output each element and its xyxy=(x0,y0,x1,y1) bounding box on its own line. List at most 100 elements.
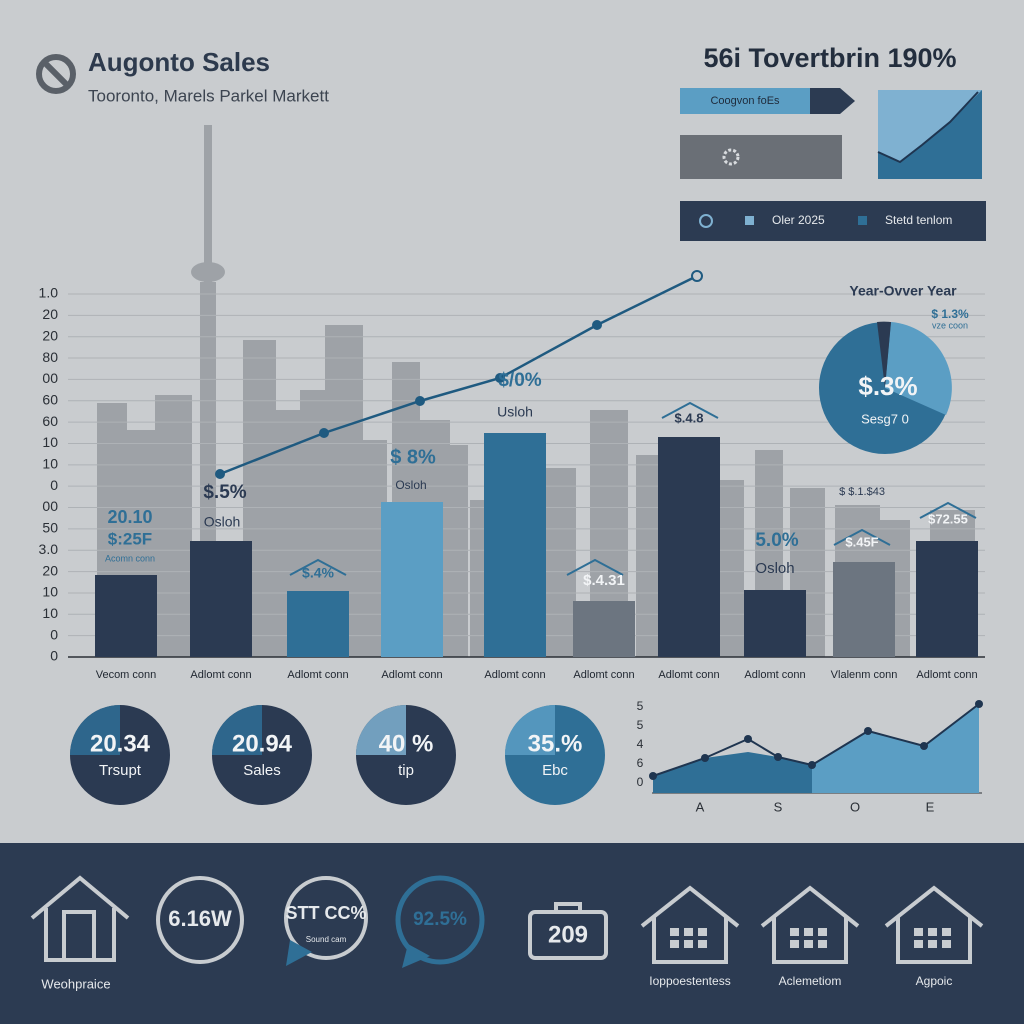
settings-icon xyxy=(722,148,740,166)
bar-annotation: 20.10 xyxy=(107,507,152,527)
area-point xyxy=(920,742,928,750)
footer-label: Weohpraice xyxy=(41,976,110,991)
trend-point xyxy=(691,270,703,282)
x-axis-label: Vlalenm conn xyxy=(831,669,898,681)
building xyxy=(546,468,576,657)
bar xyxy=(190,541,252,657)
area-x-label: S xyxy=(774,799,783,814)
y-axis-label: 0 xyxy=(50,477,58,493)
window xyxy=(914,928,923,936)
bar xyxy=(744,590,806,657)
speech-tail xyxy=(402,944,430,968)
y-axis-label: 10 xyxy=(42,584,58,600)
area-x-label: E xyxy=(926,799,935,814)
y-axis-label: 20 xyxy=(42,562,58,578)
kpi-slice xyxy=(212,705,262,755)
mini-chart-line xyxy=(877,91,979,164)
roof-icon xyxy=(661,401,719,419)
window xyxy=(698,928,707,936)
x-axis-label: Adlomt conn xyxy=(573,669,634,681)
y-axis-label: 00 xyxy=(42,370,58,386)
bar xyxy=(916,541,978,657)
trend-point xyxy=(495,373,505,383)
tower-pod xyxy=(191,262,225,282)
area-y-label: 5 xyxy=(637,718,644,732)
badge-value: 6.16W xyxy=(168,906,232,931)
bar xyxy=(95,575,157,657)
undefined: vze coon xyxy=(932,320,968,330)
roof-icon xyxy=(289,558,347,576)
house-icon xyxy=(760,885,860,964)
bar-annotation: $.5% xyxy=(203,482,246,503)
y-axis-label: 0 xyxy=(50,648,58,664)
building xyxy=(720,480,744,657)
footer-label: Agpoic xyxy=(916,974,953,988)
roof-icon xyxy=(919,501,977,519)
footer-band xyxy=(0,843,1024,1024)
window xyxy=(818,940,827,948)
area-y-label: 5 xyxy=(637,699,644,713)
kpi-value: 20.34 xyxy=(90,730,151,757)
bar-annotation: $.45F xyxy=(845,534,878,549)
kpi-slice xyxy=(70,705,120,755)
kpi-label: Sales xyxy=(243,762,281,779)
legend-panel xyxy=(680,201,986,241)
area-y-label: 0 xyxy=(637,775,644,789)
tab-highlight xyxy=(680,88,810,114)
bar-annotation: $ 8% xyxy=(390,446,436,468)
y-axis-label: 20 xyxy=(42,327,58,343)
y-axis-label: 60 xyxy=(42,413,58,429)
house-icon xyxy=(640,885,740,964)
footer-label: Aclemetiom xyxy=(779,974,842,988)
trend-point xyxy=(215,469,225,479)
badge-ring xyxy=(284,876,368,960)
window xyxy=(684,940,693,948)
window xyxy=(818,928,827,936)
house-icon xyxy=(884,885,984,964)
x-axis-label: Vecom conn xyxy=(96,669,157,681)
undefined: Tooronto, Marels Parkel Markett xyxy=(88,86,329,105)
undefined: Augonto Sales xyxy=(88,47,270,77)
bar-annotation: $.4% xyxy=(302,565,334,581)
area-point xyxy=(744,735,752,743)
y-axis-label: 3.0 xyxy=(39,541,59,557)
building xyxy=(636,455,662,657)
x-axis-label: Adlomt conn xyxy=(916,669,977,681)
area-point xyxy=(701,754,709,762)
bar-annotation: $ $.1.$43 xyxy=(839,486,885,498)
badge-value: 92.5% xyxy=(413,909,467,930)
legend-icon xyxy=(699,214,713,228)
trend-line xyxy=(219,274,698,476)
area-line xyxy=(652,703,980,777)
window xyxy=(928,940,937,948)
undefined: 56i Tovertbrin 190% xyxy=(703,43,956,73)
bar xyxy=(287,591,349,657)
undefined: Oler 2025 xyxy=(772,213,825,227)
pie-slice xyxy=(877,321,891,388)
bar-annotation: Osloh xyxy=(755,560,794,577)
undefined: Coogvon foEs xyxy=(710,95,780,107)
area-point xyxy=(975,700,983,708)
bar xyxy=(573,601,635,657)
window xyxy=(942,940,951,948)
trend-point xyxy=(319,428,329,438)
area-y-label: 4 xyxy=(637,737,644,751)
area-point xyxy=(864,727,872,735)
kpi-value: 20.94 xyxy=(232,730,293,757)
bar-annotation: 5.0% xyxy=(755,530,798,551)
bar-annotation: Acomn conn xyxy=(105,553,155,563)
window xyxy=(804,940,813,948)
bar xyxy=(833,562,895,657)
badge-value: 209 xyxy=(548,921,588,948)
building xyxy=(440,445,468,657)
window xyxy=(790,940,799,948)
building xyxy=(155,395,192,657)
bar xyxy=(658,437,720,657)
y-axis-label: 50 xyxy=(42,520,58,536)
bar-annotation: Osloh xyxy=(395,478,426,492)
bar-annotation: Osloh xyxy=(204,514,241,530)
area-point xyxy=(649,772,657,780)
x-axis-label: Adlomt conn xyxy=(287,669,348,681)
window xyxy=(670,940,679,948)
badge-tab xyxy=(554,902,582,914)
